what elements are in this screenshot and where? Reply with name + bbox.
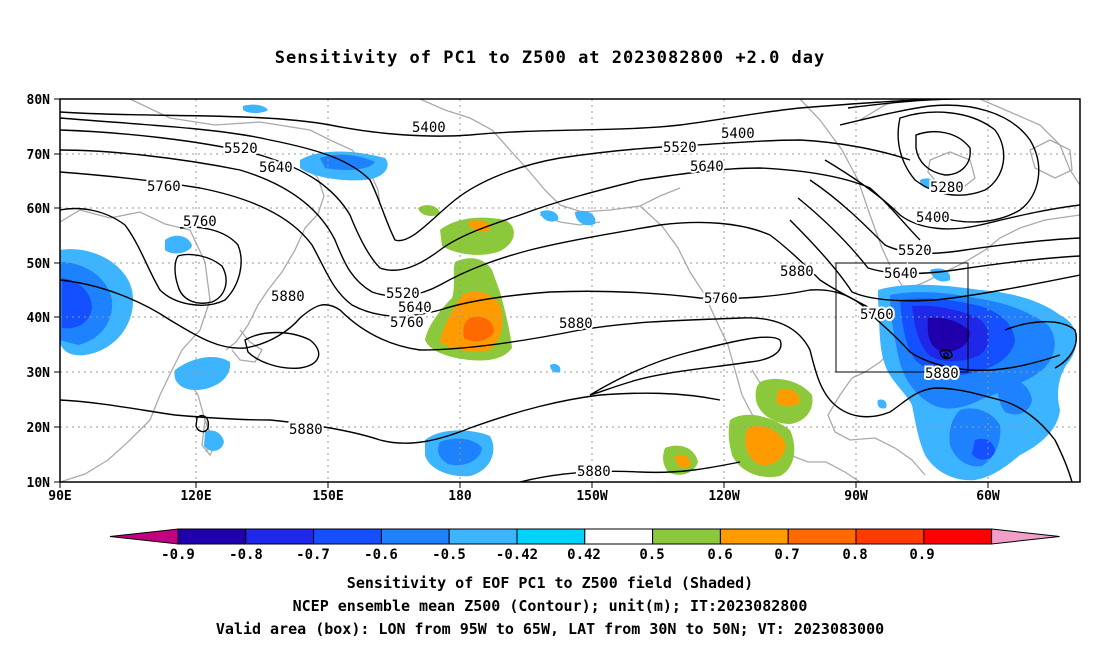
contour-label: 5520 [663, 140, 697, 156]
contour-label: 5640 [690, 159, 724, 175]
lat-labels: 80N 70N 60N 50N 40N 30N 20N 10N [27, 93, 51, 491]
colorbar-label: 0.5 [639, 547, 664, 563]
contour-label: 5280 [930, 180, 964, 196]
contour-label: 5640 [884, 266, 918, 282]
contour-label: 5400 [721, 126, 755, 142]
contour-label: 5760 [147, 179, 181, 195]
lat-label: 50N [27, 257, 51, 272]
colorbar-label: -0.9 [161, 547, 195, 563]
colorbar-labels: -0.9 -0.8 -0.7 -0.6 -0.5 -0.42 0.42 0.5 … [161, 547, 935, 563]
contour-label: 5640 [259, 160, 293, 176]
colorbar-swatch [313, 528, 382, 545]
lon-label: 120W [708, 489, 739, 504]
contour-label: 5760 [183, 214, 217, 230]
lat-label: 70N [27, 148, 51, 163]
colorbar-label: -0.5 [432, 547, 466, 563]
contour-label: 5760 [860, 307, 894, 323]
lat-label: 30N [27, 366, 51, 381]
colorbar-swatch [787, 528, 857, 545]
contour-label: 5880 [577, 464, 611, 480]
valid-area-box [835, 262, 969, 373]
sensitivity-shading [60, 104, 1077, 481]
contour-label: 5400 [916, 210, 950, 226]
lat-label: 80N [27, 93, 51, 108]
z500-contours [60, 99, 1080, 482]
colorbar-label: 0.9 [909, 547, 934, 563]
lon-label: 120E [180, 489, 211, 504]
lat-label: 20N [27, 421, 51, 436]
colorbar-swatches [109, 528, 1060, 545]
lon-label: 150E [312, 489, 343, 504]
contour-labels: 5400 5520 5640 5760 5760 5880 5520 5640 … [145, 118, 966, 482]
colorbar-label: 0.6 [707, 547, 732, 563]
lon-label: 90W [844, 489, 868, 504]
lat-label: 60N [27, 202, 51, 217]
lat-ticks [54, 98, 989, 488]
colorbar-label: 0.7 [774, 547, 799, 563]
lon-label: 90E [48, 489, 71, 504]
lon-label: 60W [976, 489, 1000, 504]
colorbar-end-low [109, 528, 179, 545]
caption-line-2: NCEP ensemble mean Z500 (Contour); unit(… [292, 597, 808, 615]
gridlines [60, 99, 1080, 482]
contour-label: 5520 [224, 141, 258, 157]
contour-label: 5760 [390, 315, 424, 331]
contour-label: 5880 [559, 316, 593, 332]
colorbar-swatch [516, 528, 586, 545]
colorbar-swatch [448, 528, 518, 545]
contour-label: 5880 [289, 422, 323, 438]
contour-label: 5640 [398, 300, 432, 316]
colorbar-swatch [719, 528, 789, 545]
map-frame [59, 98, 1081, 483]
contour-label: 5880 [925, 366, 959, 382]
lat-label: 10N [27, 476, 51, 491]
contour-label: 5880 [271, 289, 305, 305]
colorbar-swatch [177, 528, 247, 545]
contour-label: 5880 [780, 264, 814, 280]
lon-label: 150W [576, 489, 607, 504]
lon-labels: 90E 120E 150E 180 150W 120W 90W 60W [48, 489, 1000, 504]
colorbar-swatch [652, 528, 721, 545]
caption-line-1: Sensitivity of EOF PC1 to Z500 field (Sh… [346, 574, 754, 592]
contour-label: 5520 [898, 243, 932, 259]
lon-label: 180 [448, 489, 472, 504]
colorbar-label: 0.8 [842, 547, 867, 563]
colorbar-label: -0.8 [229, 547, 263, 563]
contour-label: 5400 [412, 120, 446, 136]
colorbar-end-high [991, 528, 1060, 545]
colorbar-label: -0.42 [496, 547, 538, 563]
colorbar-swatch [380, 528, 450, 545]
colorbar-swatch [245, 528, 315, 545]
chart-title: Sensitivity of PC1 to Z500 at 2023082800… [274, 48, 826, 68]
colorbar-swatch [855, 528, 925, 545]
colorbar-label: 0.42 [567, 547, 601, 563]
colorbar-label: -0.6 [364, 547, 398, 563]
colorbar-swatch [584, 528, 654, 545]
lat-label: 40N [27, 311, 51, 326]
caption-line-3: Valid area (box): LON from 95W to 65W, L… [215, 620, 885, 638]
colorbar-label: -0.7 [296, 547, 330, 563]
colorbar-swatch [923, 528, 993, 545]
contour-label: 5760 [704, 291, 738, 307]
contour-label: 5520 [386, 286, 420, 302]
